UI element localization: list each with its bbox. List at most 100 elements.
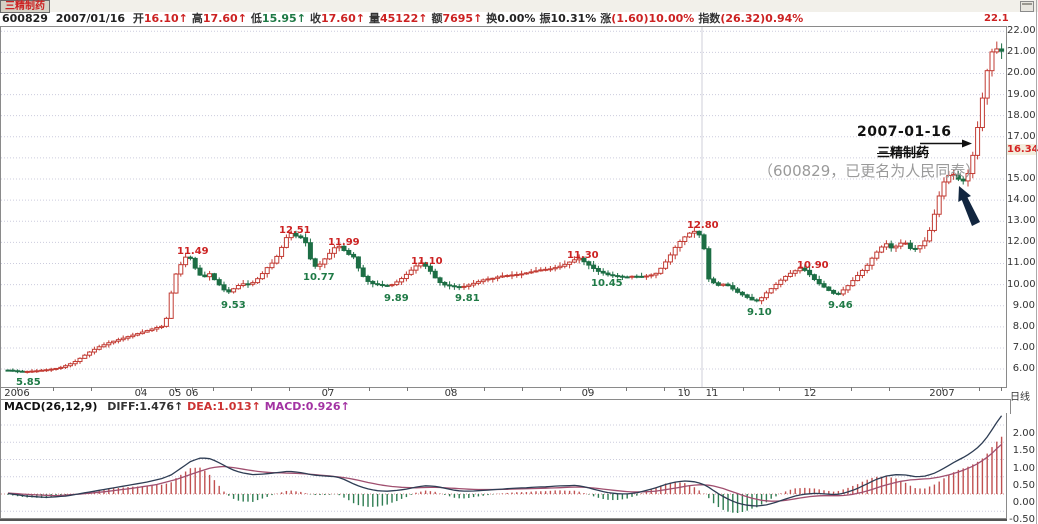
price-axis-label: 19.00 <box>1007 88 1036 100</box>
quote-date: 2007/01/16 <box>55 12 126 25</box>
candle-extreme-label: 22.1 <box>984 13 1009 24</box>
macd-axis: 2.00 1.50 1.00 0.50 0.00 -0.50 <box>1008 413 1036 524</box>
time-axis-tick <box>484 387 485 391</box>
time-axis-label: 08 <box>444 388 458 399</box>
time-axis-tick <box>192 387 193 391</box>
price-axis-label: 15.00 <box>1007 173 1036 185</box>
time-axis-tick <box>328 387 329 391</box>
time-axis-tick <box>779 387 780 391</box>
quote-field: 振10.31% <box>539 12 597 25</box>
time-axis-tick <box>979 387 980 391</box>
time-axis-tick <box>560 387 561 391</box>
candle-extreme-label: 11.99 <box>328 237 360 248</box>
candle-extreme-label: 9.81 <box>455 293 480 304</box>
macd-axis-label: 0.00 <box>1012 497 1035 508</box>
macd-macd-value: MACD:0.926↑ <box>264 400 350 413</box>
candle-extreme-label: 9.10 <box>747 307 772 318</box>
time-axis-tick <box>743 387 744 391</box>
candlestick-pane[interactable] <box>0 26 1007 388</box>
quote-field: 涨(1.60)10.00% <box>600 12 695 25</box>
price-axis-label: 11.00 <box>1007 257 1036 269</box>
time-axis-tick <box>17 387 18 391</box>
price-axis-label: 9.00 <box>1012 299 1035 311</box>
period-label: 日线 <box>1010 392 1030 403</box>
price-axis-label: 21.00 <box>1007 46 1036 58</box>
time-axis-tick <box>1001 387 1002 391</box>
price-axis-label: 13.00 <box>1007 215 1036 227</box>
macd-axis-label: 0.50 <box>1012 479 1035 491</box>
macd-params-label: MACD(26,12,9) <box>4 400 98 413</box>
pane-bottom-border <box>0 519 1007 521</box>
time-axis-tick <box>451 387 452 391</box>
time-axis-label: 06 <box>185 388 199 399</box>
stock-code: 600829 <box>2 12 48 25</box>
price-axis-label: 14.00 <box>1007 194 1036 206</box>
time-axis-tick <box>626 387 627 391</box>
stock-name-text: 三精制药 <box>5 1 45 12</box>
price-axis-label: 8.00 <box>1012 320 1035 332</box>
time-axis-label: 05 <box>168 388 182 399</box>
macd-axis-label: 2.00 <box>1012 428 1035 439</box>
window-icon[interactable] <box>1020 1 1034 12</box>
quote-bar: 600829 2007/01/16 开16.10↑ 高17.60↑ 低15.95↑ 收… <box>2 12 1032 26</box>
time-axis-tick <box>53 387 54 391</box>
window-right-border <box>1036 0 1037 524</box>
time-axis-tick <box>141 387 142 391</box>
candle-extreme-label: 11.30 <box>567 250 599 261</box>
time-axis-tick <box>851 387 852 391</box>
time-axis-tick <box>213 387 214 391</box>
quote-field: 指数(26.32)0.94% <box>698 12 804 25</box>
quote-field: 开16.10↑ <box>132 12 188 25</box>
time-axis-tick <box>369 387 370 391</box>
time-axis-tick <box>684 387 685 391</box>
price-axis-label: 17.00 <box>1007 130 1036 142</box>
price-axis-label: 7.00 <box>1012 341 1035 353</box>
macd-dea-value: DEA:1.013↑ <box>187 400 261 413</box>
price-axis-label: 20.00 <box>1007 67 1036 79</box>
price-axis-label: 22.00 <box>1007 25 1036 37</box>
macd-pane[interactable] <box>0 413 1007 519</box>
time-axis-label: 2007 <box>929 388 955 399</box>
time-axis-label: 09 <box>581 388 595 399</box>
candle-extreme-label: 5.85 <box>16 377 41 388</box>
titlebar: 三精制药 <box>0 0 1038 13</box>
candle-extreme-label: 9.89 <box>384 293 409 304</box>
time-axis: 2006 04 05 06 07 08 09 10 11 12 2007 <box>0 387 1008 399</box>
time-axis-tick <box>407 387 408 391</box>
candle-extreme-label: 9.53 <box>221 300 246 311</box>
candle-extreme-label: 11.10 <box>411 256 443 267</box>
time-axis-tick <box>588 387 589 391</box>
macd-header: MACD(26,12,9) DIFF:1.476↑ DEA:1.013↑ MAC… <box>0 399 1011 414</box>
price-axis-label: 12.00 <box>1007 236 1036 248</box>
price-axis: 22.00 21.00 20.00 19.00 18.00 17.00 15.00 14.00… <box>1007 25 1038 386</box>
macd-axis-label: 1.50 <box>1012 445 1035 457</box>
macd-axis-label: 1.00 <box>1012 462 1035 474</box>
time-axis-tick <box>810 387 811 391</box>
quote-field: 换0.00% <box>486 12 536 25</box>
annotation-note: （600829，已更名为人民同泰） <box>758 162 981 180</box>
time-axis-tick <box>91 387 92 391</box>
candle-extreme-label: 12.80 <box>687 220 719 231</box>
stock-name-title: 三精制药 <box>0 0 50 13</box>
time-axis-tick <box>664 387 665 391</box>
time-axis-tick <box>889 387 890 391</box>
time-axis-tick <box>522 387 523 391</box>
quote-fields: 开16.10↑ 高17.60↑ 低15.95↑ 收17.60↑ 量45122↑ 额7695… <box>133 12 807 25</box>
quote-field: 收17.60↑ <box>309 12 365 25</box>
time-axis-label: 04 <box>134 388 148 399</box>
time-axis-tick <box>942 387 943 391</box>
candle-extreme-label: 10.90 <box>797 260 829 271</box>
candle-extreme-label: 12.51 <box>279 225 311 236</box>
time-axis-tick <box>289 387 290 391</box>
time-axis-label: 10 <box>677 388 691 399</box>
quote-field: 低15.95↑ <box>250 12 306 25</box>
macd-diff-value: DIFF:1.476↑ <box>107 400 184 413</box>
candle-extreme-label: 10.77 <box>303 272 335 283</box>
time-axis-label: 12 <box>803 388 817 399</box>
time-axis-tick <box>712 387 713 391</box>
price-axis-label: 6.00 <box>1012 363 1035 375</box>
annotation-old-name: 三精制药 <box>877 146 930 161</box>
time-axis-tick <box>175 387 176 391</box>
quote-field: 额7695↑ <box>431 12 483 25</box>
quote-field: 量45122↑ <box>368 12 428 25</box>
